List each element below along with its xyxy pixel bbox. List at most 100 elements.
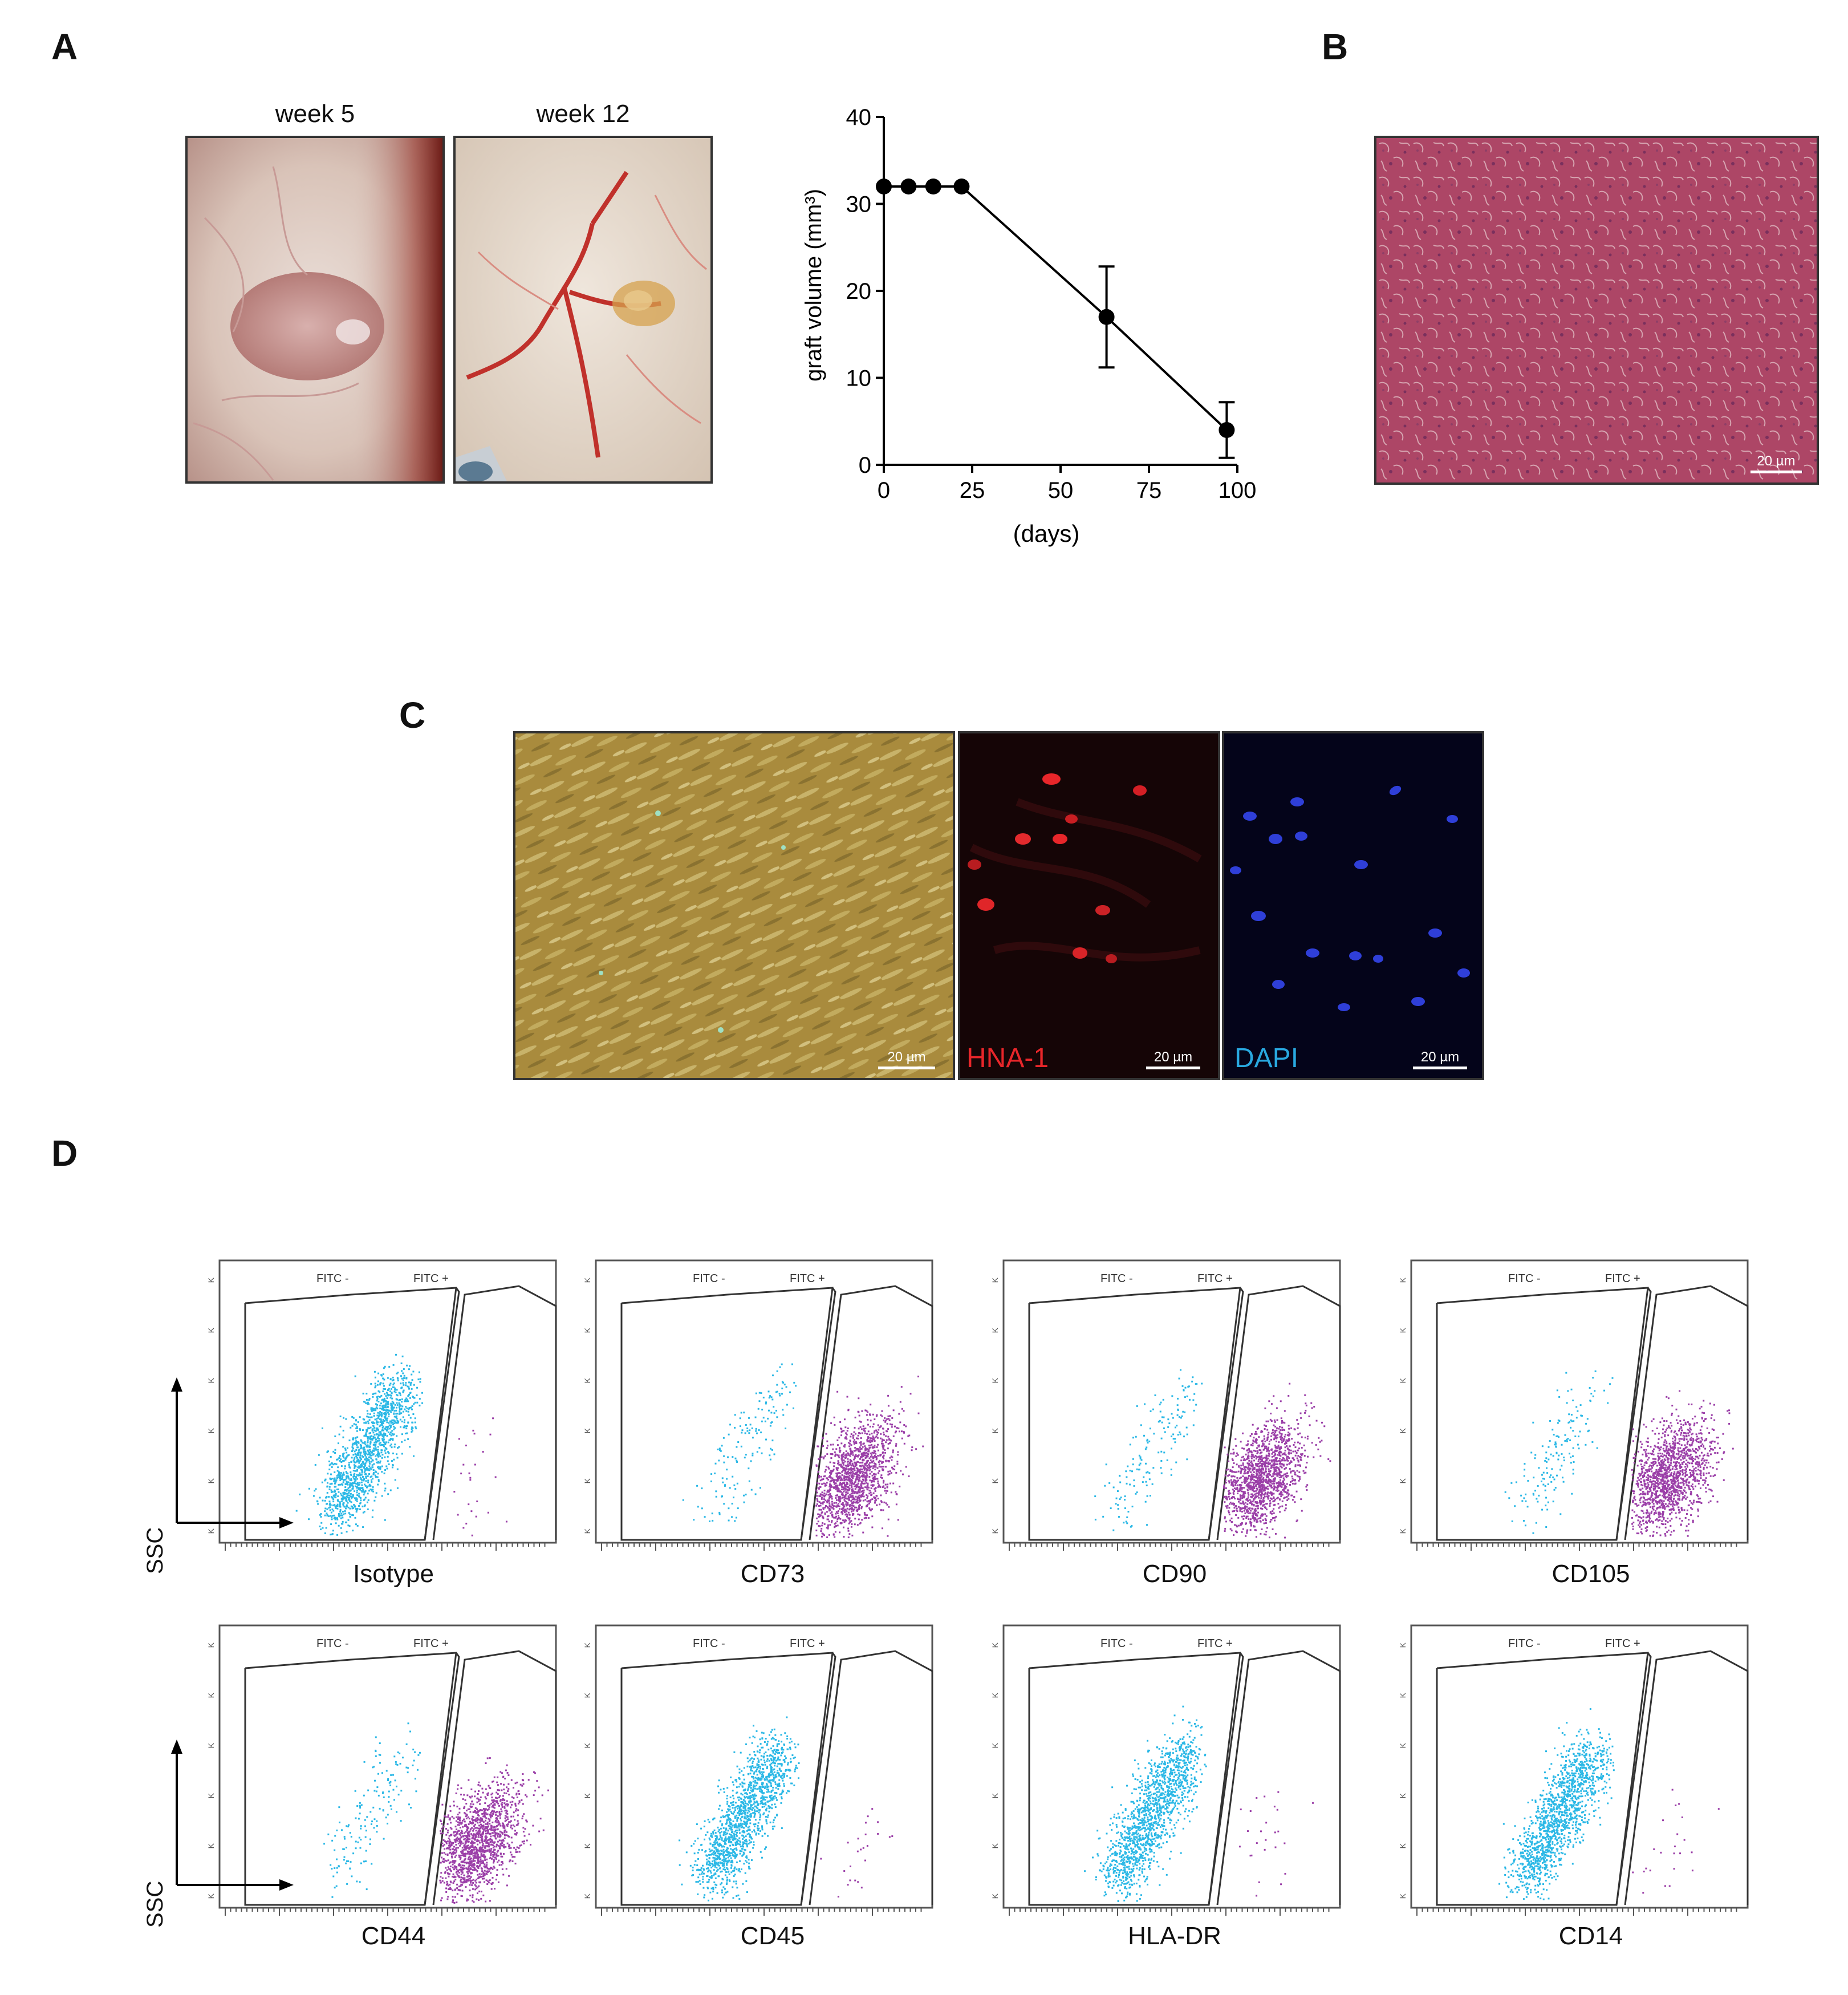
gate-label-positive: FITC + bbox=[790, 1272, 825, 1285]
fitc-arrow-head bbox=[279, 1517, 294, 1528]
flow-y-tick: K bbox=[206, 1478, 216, 1483]
flow-events bbox=[1498, 1708, 1720, 1900]
flow-y-tick: K bbox=[990, 1327, 1000, 1333]
gate-label-negative: FITC - bbox=[693, 1272, 725, 1285]
y-tick-label: 10 bbox=[846, 366, 872, 391]
gate-negative bbox=[1028, 1652, 1241, 1906]
gate-positive bbox=[809, 1285, 933, 1540]
gate-positive bbox=[432, 1650, 557, 1905]
gate-label-positive: FITC + bbox=[413, 1272, 449, 1285]
photo-week12 bbox=[453, 136, 713, 484]
panel-letter-b: B bbox=[1322, 26, 1349, 67]
flow-y-tick: K bbox=[583, 1528, 592, 1534]
flow-y-tick: K bbox=[1398, 1277, 1407, 1283]
scale-bar-b: 20 µm bbox=[1750, 453, 1802, 473]
x-tick-label: 75 bbox=[1136, 478, 1162, 503]
flow-plot-frame bbox=[218, 1624, 557, 1909]
chart-y-label: graft volume (mm³) bbox=[801, 189, 826, 382]
flow-y-tick: K bbox=[206, 1793, 216, 1798]
gate-positive bbox=[1624, 1285, 1749, 1540]
ssc-axis-label-row2: SSC bbox=[143, 1880, 168, 1928]
flow-plot-frame bbox=[595, 1624, 933, 1909]
data-point bbox=[900, 179, 917, 194]
scale-bar-c3: 20 µm bbox=[1413, 1049, 1467, 1069]
graft-volume-chart: 0 25 50 75 100 0 10 20 30 40 graft volume (mm³) (… bbox=[801, 105, 1256, 547]
data-point bbox=[876, 179, 892, 194]
data-point bbox=[925, 179, 941, 194]
y-tick-label: 30 bbox=[846, 192, 872, 217]
flow-y-tick: K bbox=[206, 1277, 216, 1283]
flow-y-tick: K bbox=[1398, 1528, 1407, 1534]
flow-plot-hla-dr: K K K K K K FITC - FITC + bbox=[990, 1624, 1341, 1916]
photo-dapi bbox=[1222, 731, 1484, 1080]
y-tick-label: 0 bbox=[859, 453, 871, 478]
gate-positive bbox=[1216, 1285, 1341, 1540]
flow-events bbox=[682, 1363, 924, 1539]
flow-y-tick: K bbox=[206, 1642, 216, 1648]
flow-y-tick: K bbox=[583, 1843, 592, 1848]
ssc-arrow-head bbox=[171, 1377, 182, 1392]
gate-divider bbox=[800, 1287, 836, 1540]
gate-negative bbox=[244, 1652, 457, 1906]
flow-plot-frame bbox=[1410, 1259, 1749, 1544]
flow-plot-cd45: K K K K K K FITC - FITC + bbox=[583, 1624, 933, 1916]
gate-label-positive: FITC + bbox=[790, 1637, 825, 1650]
series-line bbox=[884, 185, 1228, 431]
scale-label-c2: 20 µm bbox=[1154, 1049, 1193, 1065]
gate-negative bbox=[1028, 1287, 1241, 1541]
photo-hna1 bbox=[958, 731, 1220, 1080]
scale-label-c1: 20 µm bbox=[887, 1049, 926, 1065]
gate-label-negative: FITC - bbox=[693, 1637, 725, 1650]
flow-plot-cd105: K K K K K K FITC - FITC + bbox=[1398, 1259, 1749, 1551]
gate-label-positive: FITC + bbox=[1197, 1272, 1233, 1285]
data-point bbox=[1219, 422, 1235, 438]
scale-bar-c1: 20 µm bbox=[878, 1049, 935, 1069]
data-point bbox=[1098, 309, 1115, 325]
flow-y-tick: K bbox=[583, 1478, 592, 1483]
gate-label-positive: FITC + bbox=[413, 1637, 449, 1650]
flow-y-tick: K bbox=[206, 1528, 216, 1534]
flow-y-tick: K bbox=[583, 1793, 592, 1798]
gate-label-positive: FITC + bbox=[1197, 1637, 1233, 1650]
flow-y-tick: K bbox=[990, 1742, 1000, 1748]
flow-y-tick: K bbox=[583, 1277, 592, 1283]
data-point bbox=[953, 179, 970, 194]
flow-label-hla-dr: HLA-DR bbox=[1128, 1922, 1221, 1950]
chart-x-label: (days) bbox=[1013, 520, 1080, 547]
flow-y-tick: K bbox=[990, 1428, 1000, 1433]
flow-plot-frame bbox=[1410, 1624, 1749, 1909]
flow-y-tick: K bbox=[206, 1428, 216, 1433]
flow-y-tick: K bbox=[990, 1478, 1000, 1483]
flow-events bbox=[1084, 1705, 1314, 1903]
gate-label-positive: FITC + bbox=[1605, 1272, 1640, 1285]
flow-y-tick: K bbox=[990, 1793, 1000, 1798]
flow-y-tick: K bbox=[1398, 1843, 1407, 1848]
scale-label-b: 20 µm bbox=[1757, 453, 1796, 469]
flow-label-isotype: Isotype bbox=[353, 1560, 434, 1588]
gate-positive bbox=[1624, 1650, 1749, 1905]
gate-divider bbox=[424, 1652, 460, 1905]
flow-y-tick: K bbox=[1398, 1692, 1407, 1698]
flow-label-cd90: CD90 bbox=[1142, 1560, 1207, 1588]
flow-plot-cd73: K K K K K K FITC - FITC + bbox=[583, 1259, 933, 1551]
flow-label-cd44: CD44 bbox=[361, 1922, 426, 1950]
flow-events bbox=[1504, 1370, 1734, 1537]
flow-y-tick: K bbox=[583, 1377, 592, 1383]
flow-y-tick: K bbox=[583, 1742, 592, 1748]
flow-y-tick: K bbox=[1398, 1377, 1407, 1383]
flow-y-tick: K bbox=[583, 1642, 592, 1648]
fitc-arrow-head bbox=[279, 1879, 294, 1891]
gate-label-negative: FITC - bbox=[316, 1272, 349, 1285]
flow-events bbox=[679, 1716, 893, 1901]
flow-y-tick: K bbox=[990, 1893, 1000, 1899]
flow-plot-isotype: K K K K K K FITC - FITC + bbox=[206, 1259, 557, 1551]
flow-y-tick: K bbox=[583, 1692, 592, 1698]
flow-plot-cd44: K K K K K K FITC - FITC + bbox=[206, 1624, 557, 1916]
flow-plot-cd14: K K K K K K FITC - FITC + bbox=[1398, 1624, 1749, 1916]
flow-y-tick: K bbox=[206, 1692, 216, 1698]
gate-label-negative: FITC - bbox=[1100, 1272, 1133, 1285]
flow-y-tick: K bbox=[990, 1277, 1000, 1283]
flow-y-tick: K bbox=[990, 1528, 1000, 1534]
flow-y-tick: K bbox=[206, 1377, 216, 1383]
gate-divider bbox=[1615, 1287, 1652, 1540]
